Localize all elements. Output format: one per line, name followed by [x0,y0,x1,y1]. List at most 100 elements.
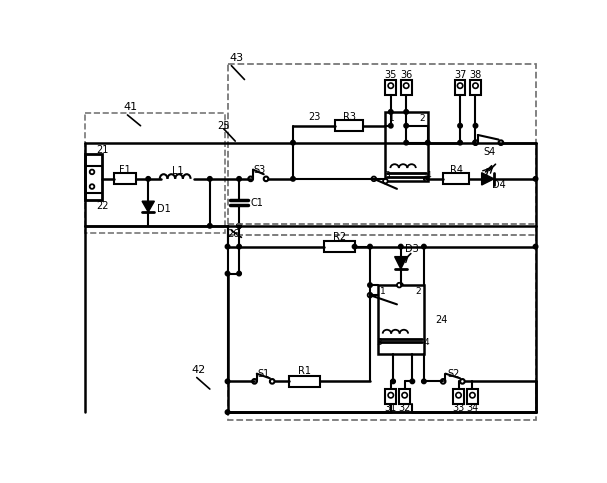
Circle shape [473,141,478,144]
Text: 3: 3 [376,339,382,347]
Text: 35: 35 [385,70,397,80]
Text: 22: 22 [96,201,109,211]
Circle shape [237,224,241,228]
Polygon shape [481,173,494,185]
Circle shape [404,141,408,144]
Circle shape [248,177,253,181]
Circle shape [402,393,407,398]
Text: R1: R1 [298,366,311,376]
Circle shape [353,245,356,249]
Circle shape [237,245,241,249]
Bar [455,80,466,95]
Text: 37: 37 [454,70,466,80]
Circle shape [534,245,537,249]
Text: S3: S3 [254,165,266,175]
Circle shape [237,224,241,228]
Circle shape [399,245,402,249]
Circle shape [237,224,241,228]
Circle shape [208,224,212,228]
Circle shape [397,283,402,287]
Text: S4: S4 [483,147,495,157]
Text: 33: 33 [452,403,465,413]
Circle shape [404,83,409,88]
Circle shape [410,380,414,384]
Bar [114,173,136,184]
Text: 38: 38 [469,70,481,80]
Circle shape [226,380,229,384]
Text: 21: 21 [96,145,108,156]
Bar [443,173,469,184]
Text: L1: L1 [172,166,183,176]
Circle shape [426,141,430,144]
Circle shape [263,177,268,181]
Circle shape [237,177,241,181]
Text: 23: 23 [308,112,320,122]
Circle shape [371,177,376,181]
Circle shape [388,83,393,88]
Circle shape [441,379,446,384]
Circle shape [424,177,429,181]
Text: 24: 24 [435,315,448,325]
Text: 31: 31 [385,403,397,413]
Bar [385,389,396,404]
Text: 4: 4 [426,170,431,180]
Polygon shape [395,256,407,269]
Bar [378,285,424,355]
Circle shape [368,283,372,287]
Text: R4: R4 [450,165,463,175]
Circle shape [422,245,426,249]
Text: 36: 36 [400,70,412,80]
Text: D1: D1 [157,204,171,214]
Circle shape [399,283,402,287]
Circle shape [226,410,229,414]
Bar [385,112,428,181]
Circle shape [460,379,465,384]
Circle shape [270,379,274,384]
Text: 42: 42 [191,365,206,375]
Circle shape [226,271,229,275]
Text: 4: 4 [424,339,430,347]
Text: D4: D4 [492,180,506,190]
Circle shape [422,380,426,384]
Text: C1: C1 [251,198,263,208]
Bar [85,114,225,233]
Circle shape [226,245,229,249]
Circle shape [498,141,503,145]
Text: D3: D3 [405,244,419,254]
Bar [335,120,363,131]
Circle shape [90,184,94,189]
Bar [228,64,535,420]
Bar [399,389,410,404]
Text: 32: 32 [398,403,411,413]
Circle shape [237,271,241,275]
Circle shape [458,83,463,88]
Text: 26: 26 [228,228,240,239]
Bar [289,376,320,387]
Text: F1: F1 [119,165,131,175]
Circle shape [368,245,372,249]
Bar [85,154,102,200]
Bar [401,80,412,95]
Bar [324,241,354,252]
Text: 34: 34 [466,403,478,413]
Circle shape [389,110,393,114]
Circle shape [389,124,393,128]
Bar [453,389,464,404]
Text: 1: 1 [388,114,395,123]
Circle shape [368,293,372,298]
Circle shape [291,177,295,181]
Bar [467,389,478,404]
Circle shape [208,177,212,181]
Bar [385,80,396,95]
Text: 25: 25 [217,121,230,131]
Text: S2: S2 [447,369,459,379]
Text: 41: 41 [124,102,138,112]
Circle shape [388,393,393,398]
Circle shape [473,124,478,128]
Circle shape [146,177,150,181]
Circle shape [534,177,537,181]
Circle shape [458,141,462,144]
Circle shape [473,141,478,145]
Polygon shape [142,201,154,212]
Circle shape [473,83,478,88]
